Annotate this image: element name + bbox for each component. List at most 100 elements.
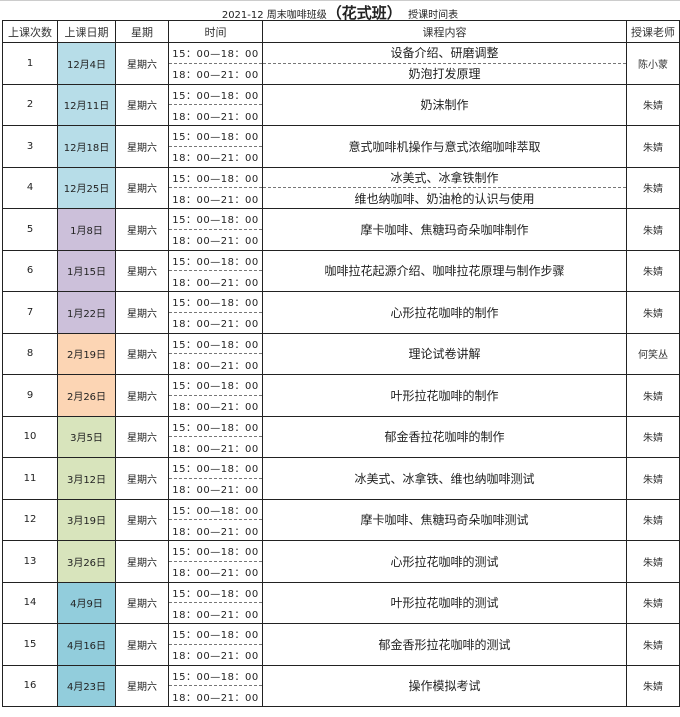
cell-weekday[interactable]: 星期六 — [115, 42, 169, 85]
cell-content[interactable]: 冰美式、冰拿铁、维也纳咖啡测试 — [262, 457, 627, 500]
cell-lesson-no[interactable]: 6 — [2, 249, 58, 292]
header-date[interactable]: 上课日期 — [57, 20, 116, 43]
cell-content[interactable]: 理论试卷讲解 — [262, 332, 627, 375]
header-content[interactable]: 课程内容 — [262, 20, 627, 43]
cell-content[interactable]: 叶形拉花咖啡的测试 — [262, 581, 627, 624]
cell-teacher[interactable]: 朱婧 — [626, 125, 680, 168]
cell-weekday[interactable]: 星期六 — [115, 125, 169, 168]
cell-weekday[interactable]: 星期六 — [115, 166, 169, 209]
cell-time[interactable]: 15：00—18：00 18：00—21：00 — [168, 457, 263, 500]
cell-lesson-no[interactable]: 9 — [2, 374, 58, 417]
cell-date[interactable]: 1月22日 — [57, 291, 116, 334]
cell-lesson-no[interactable]: 2 — [2, 83, 58, 126]
cell-weekday[interactable]: 星期六 — [115, 623, 169, 666]
cell-time[interactable]: 15：00—18：00 18：00—21：00 — [168, 125, 263, 168]
cell-teacher[interactable]: 何笑丛 — [626, 332, 680, 375]
cell-content[interactable]: 摩卡咖啡、焦糖玛奇朵咖啡测试 — [262, 498, 627, 541]
cell-lesson-no[interactable]: 4 — [2, 166, 58, 209]
cell-lesson-no[interactable]: 13 — [2, 540, 58, 583]
cell-lesson-no[interactable]: 14 — [2, 581, 58, 624]
header-weekday[interactable]: 星期 — [115, 20, 169, 43]
cell-date[interactable]: 3月5日 — [57, 415, 116, 458]
cell-lesson-no[interactable]: 15 — [2, 623, 58, 666]
cell-content[interactable]: 意式咖啡机操作与意式浓缩咖啡萃取 — [262, 125, 627, 168]
header-teacher[interactable]: 授课老师 — [626, 20, 680, 43]
cell-lesson-no[interactable]: 8 — [2, 332, 58, 375]
cell-weekday[interactable]: 星期六 — [115, 208, 169, 251]
cell-time[interactable]: 15：00—18：00 18：00—21：00 — [168, 415, 263, 458]
cell-time[interactable]: 15：00—18：00 18：00—21：00 — [168, 581, 263, 624]
cell-time[interactable]: 15：00—18：00 18：00—21：00 — [168, 83, 263, 126]
cell-weekday[interactable]: 星期六 — [115, 83, 169, 126]
cell-content[interactable]: 心形拉花咖啡的制作 — [262, 291, 627, 334]
cell-time[interactable]: 15：00—18：00 18：00—21：00 — [168, 540, 263, 583]
cell-time[interactable]: 15：00—18：00 18：00—21：00 — [168, 664, 263, 707]
cell-teacher[interactable]: 朱婧 — [626, 664, 680, 707]
cell-lesson-no[interactable]: 1 — [2, 42, 58, 85]
cell-weekday[interactable]: 星期六 — [115, 498, 169, 541]
cell-time[interactable]: 15：00—18：00 18：00—21：00 — [168, 374, 263, 417]
cell-weekday[interactable]: 星期六 — [115, 664, 169, 707]
cell-lesson-no[interactable]: 3 — [2, 125, 58, 168]
cell-time[interactable]: 15：00—18：00 18：00—21：00 — [168, 332, 263, 375]
cell-date[interactable]: 1月15日 — [57, 249, 116, 292]
cell-teacher[interactable]: 陈小蒙 — [626, 42, 680, 85]
cell-time[interactable]: 15：00—18：00 18：00—21：00 — [168, 623, 263, 666]
cell-content[interactable]: 郁金香拉花咖啡的制作 — [262, 415, 627, 458]
cell-content[interactable]: 冰美式、冰拿铁制作 维也纳咖啡、奶油枪的认识与使用 — [262, 166, 627, 209]
cell-teacher[interactable]: 朱婧 — [626, 581, 680, 624]
cell-date[interactable]: 4月23日 — [57, 664, 116, 707]
cell-teacher[interactable]: 朱婧 — [626, 249, 680, 292]
cell-weekday[interactable]: 星期六 — [115, 415, 169, 458]
cell-teacher[interactable]: 朱婧 — [626, 457, 680, 500]
cell-date[interactable]: 12月25日 — [57, 166, 116, 209]
cell-date[interactable]: 3月12日 — [57, 457, 116, 500]
cell-time[interactable]: 15：00—18：00 18：00—21：00 — [168, 42, 263, 85]
cell-date[interactable]: 12月11日 — [57, 83, 116, 126]
cell-lesson-no[interactable]: 16 — [2, 664, 58, 707]
cell-teacher[interactable]: 朱婧 — [626, 540, 680, 583]
cell-content[interactable]: 心形拉花咖啡的测试 — [262, 540, 627, 583]
cell-content[interactable]: 咖啡拉花起源介绍、咖啡拉花原理与制作步骤 — [262, 249, 627, 292]
cell-content[interactable]: 操作模拟考试 — [262, 664, 627, 707]
cell-time[interactable]: 15：00—18：00 18：00—21：00 — [168, 208, 263, 251]
cell-teacher[interactable]: 朱婧 — [626, 83, 680, 126]
cell-weekday[interactable]: 星期六 — [115, 374, 169, 417]
cell-time[interactable]: 15：00—18：00 18：00—21：00 — [168, 249, 263, 292]
cell-lesson-no[interactable]: 7 — [2, 291, 58, 334]
cell-weekday[interactable]: 星期六 — [115, 332, 169, 375]
cell-time[interactable]: 15：00—18：00 18：00—21：00 — [168, 291, 263, 334]
cell-date[interactable]: 3月26日 — [57, 540, 116, 583]
cell-date[interactable]: 4月16日 — [57, 623, 116, 666]
cell-date[interactable]: 3月19日 — [57, 498, 116, 541]
header-time[interactable]: 时间 — [168, 20, 263, 43]
cell-content[interactable]: 郁金香形拉花咖啡的测试 — [262, 623, 627, 666]
cell-teacher[interactable]: 朱婧 — [626, 291, 680, 334]
cell-weekday[interactable]: 星期六 — [115, 581, 169, 624]
cell-date[interactable]: 2月19日 — [57, 332, 116, 375]
cell-lesson-no[interactable]: 5 — [2, 208, 58, 251]
cell-date[interactable]: 4月9日 — [57, 581, 116, 624]
cell-lesson-no[interactable]: 10 — [2, 415, 58, 458]
header-no[interactable]: 上课次数 — [2, 20, 58, 43]
cell-weekday[interactable]: 星期六 — [115, 291, 169, 334]
cell-time[interactable]: 15：00—18：00 18：00—21：00 — [168, 498, 263, 541]
cell-lesson-no[interactable]: 12 — [2, 498, 58, 541]
cell-weekday[interactable]: 星期六 — [115, 540, 169, 583]
cell-lesson-no[interactable]: 11 — [2, 457, 58, 500]
cell-teacher[interactable]: 朱婧 — [626, 498, 680, 541]
cell-date[interactable]: 2月26日 — [57, 374, 116, 417]
cell-content[interactable]: 奶沫制作 — [262, 83, 627, 126]
cell-date[interactable]: 1月8日 — [57, 208, 116, 251]
cell-content[interactable]: 摩卡咖啡、焦糖玛奇朵咖啡制作 — [262, 208, 627, 251]
cell-teacher[interactable]: 朱婧 — [626, 374, 680, 417]
cell-time[interactable]: 15：00—18：00 18：00—21：00 — [168, 166, 263, 209]
cell-teacher[interactable]: 朱婧 — [626, 166, 680, 209]
cell-content[interactable]: 叶形拉花咖啡的制作 — [262, 374, 627, 417]
cell-date[interactable]: 12月4日 — [57, 42, 116, 85]
cell-date[interactable]: 12月18日 — [57, 125, 116, 168]
cell-teacher[interactable]: 朱婧 — [626, 208, 680, 251]
cell-teacher[interactable]: 朱婧 — [626, 415, 680, 458]
cell-content[interactable]: 设备介绍、研磨调整 奶泡打发原理 — [262, 42, 627, 85]
cell-weekday[interactable]: 星期六 — [115, 249, 169, 292]
